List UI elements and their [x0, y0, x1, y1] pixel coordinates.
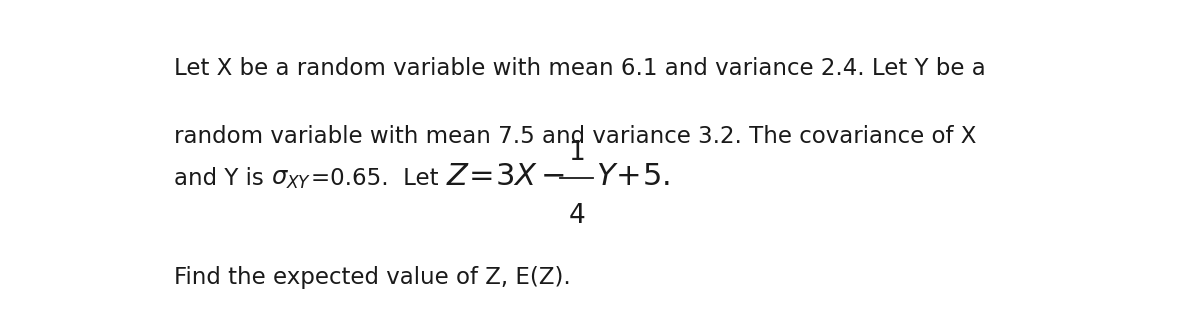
- Text: and Y is: and Y is: [174, 167, 271, 190]
- Text: $Z\!=\!3X-$: $Z\!=\!3X-$: [446, 162, 565, 191]
- Text: $\sigma_{XY}$: $\sigma_{XY}$: [271, 167, 312, 192]
- Text: =0.65.  Let: =0.65. Let: [312, 167, 446, 190]
- Text: Find the expected value of Z, E(Z).: Find the expected value of Z, E(Z).: [174, 266, 571, 289]
- Text: $4$: $4$: [568, 203, 585, 229]
- Text: Let X be a random variable with mean 6.1 and variance 2.4. Let Y be a: Let X be a random variable with mean 6.1…: [174, 57, 986, 80]
- Text: random variable with mean 7.5 and variance 3.2. The covariance of X: random variable with mean 7.5 and varian…: [174, 125, 976, 148]
- Text: $Y\!+\!5.$: $Y\!+\!5.$: [596, 162, 670, 191]
- Text: $1$: $1$: [568, 140, 584, 166]
